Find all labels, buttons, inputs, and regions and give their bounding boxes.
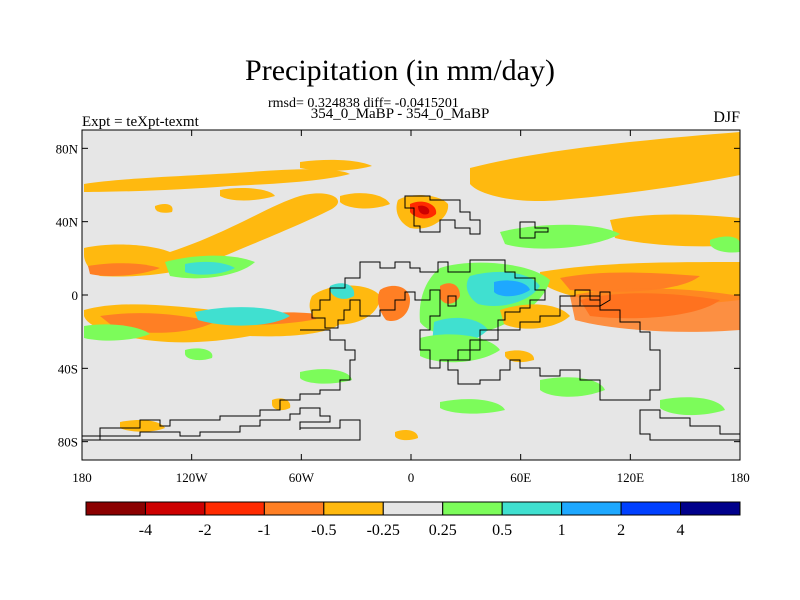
colorbar-swatch [561,501,622,516]
colorbar-label: -2 [198,522,211,539]
colorbar-label: 0.5 [492,522,512,539]
colorbar: -4 -2 -1 -0.5 -0.25 0.25 0.5 1 2 4 [85,501,741,539]
colorbar-swatch [144,501,206,516]
colorbar-label: 2 [617,522,625,539]
colorbar-swatch [620,501,682,516]
colorbar-label: -4 [139,522,152,539]
y-tick-label: 80S [58,435,78,450]
anomaly-region [195,307,290,326]
continent-outline [447,295,457,307]
anomaly-region [84,324,150,341]
axis-ticks: 180 120W 60W 0 60E 120E 180 80N 40N 0 40S 80S [56,130,750,485]
anomaly-region [84,193,339,277]
x-tick-label: 120W [176,470,209,485]
x-tick-label: 60E [510,470,531,485]
anomaly-region [185,348,213,361]
anomaly-region [88,263,160,276]
anomaly-region [395,430,418,441]
y-tick-label: 80N [56,141,79,156]
colorbar-swatch [263,501,325,516]
continent-outline [519,221,549,239]
anomaly-region [494,280,530,297]
anomaly-region [330,283,355,299]
anomaly-region [470,132,740,202]
anomaly-region [340,193,390,209]
colorbar-swatch [85,501,146,516]
chart-title: Precipitation (in mm/day) [245,54,555,87]
anomaly-region [440,399,505,414]
anomaly-region [300,369,352,384]
anomaly-region [154,204,173,213]
colorbar-label: -1 [258,522,271,539]
continent-outline [559,289,611,307]
continent-outline [404,195,481,235]
colorbar-swatch [204,501,265,516]
anomaly-region [84,169,350,192]
x-tick-label: 60W [289,470,315,485]
experiment-label: Expt = teXpt-texmt [82,114,199,130]
anomaly-region [378,285,410,322]
anomaly-region [300,159,372,171]
anomaly-region [660,397,725,416]
continent-outline [82,407,361,441]
anomaly-region [272,398,291,411]
anomaly-region [309,285,380,325]
anomaly-region [505,350,535,363]
anomaly-region [500,224,620,249]
colorbar-label: -0.25 [367,522,400,539]
colorbar-swatch [323,501,384,516]
anomaly-region [610,214,740,247]
colorbar-swatch [680,501,741,516]
anomaly-region [418,205,430,215]
y-tick-label: 40N [56,215,79,230]
x-tick-label: 120E [617,470,645,485]
y-tick-label: 0 [72,288,79,303]
continent-outline [447,295,661,401]
colorbar-swatch [442,501,503,516]
stats-line: rmsd= 0.324838 diff= -0.0415201 [268,96,459,111]
anomaly-region [185,261,235,275]
y-tick-label: 40S [58,361,78,376]
colorbar-label: 4 [677,522,685,539]
x-tick-label: 180 [730,470,750,485]
anomaly-region [540,377,605,397]
anomaly-region [710,236,740,253]
continent-outline [82,329,356,437]
continent-outlines [82,195,740,441]
colorbar-label: 1 [558,522,566,539]
anomaly-region [440,283,460,304]
anomaly-region [570,288,740,332]
continent-outline [311,259,546,369]
x-tick-label: 0 [408,470,415,485]
anomaly-region [560,272,700,292]
anomaly-region [220,188,275,201]
season-label: DJF [713,109,740,126]
chart-subtitle: 354_0_MaBP - 354_0_MaBP [310,106,490,122]
anomaly-fields [84,132,740,441]
colorbar-label: 0.25 [429,522,457,539]
anomaly-region [120,420,165,432]
continent-outline [639,409,740,441]
colorbar-swatch [382,501,444,516]
colorbar-label: -0.5 [311,522,336,539]
x-tick-label: 180 [72,470,92,485]
anomaly-region [500,304,570,329]
colorbar-swatch [501,501,563,516]
